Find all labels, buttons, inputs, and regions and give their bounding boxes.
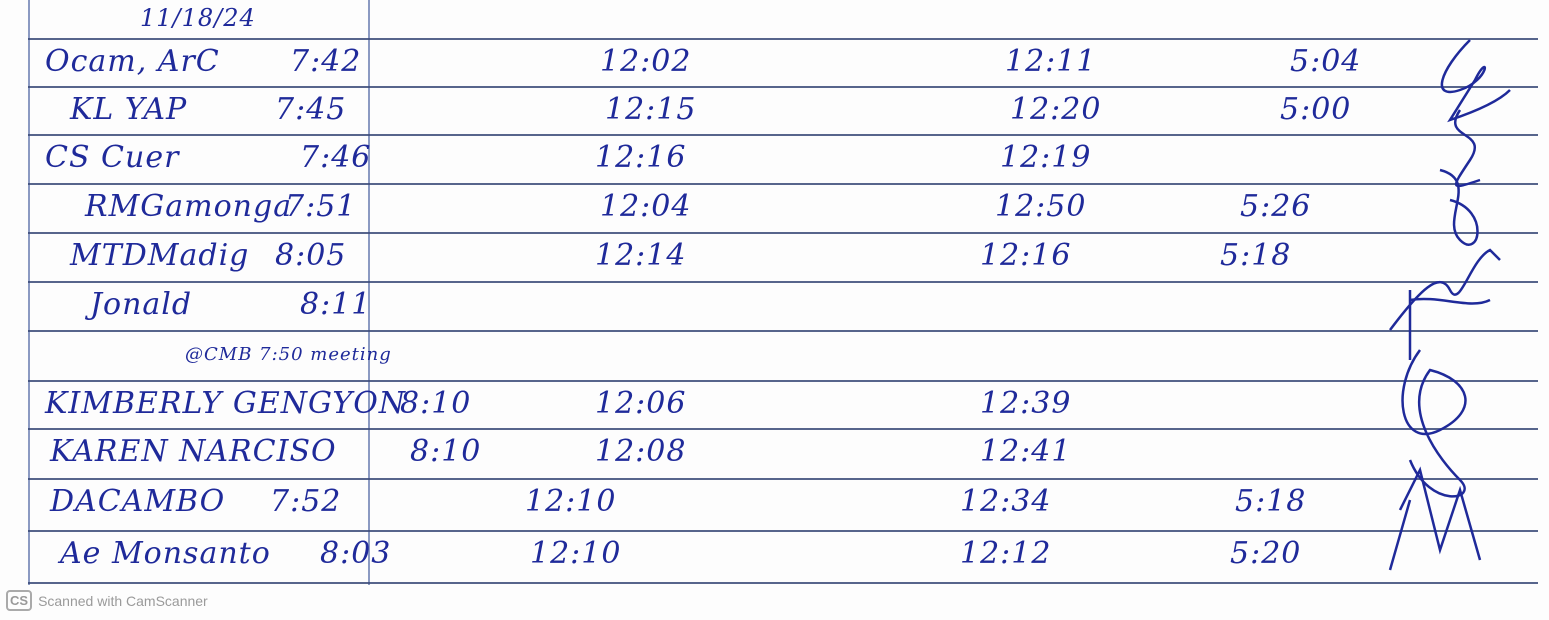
ruled-line — [28, 183, 1538, 185]
ruled-line — [28, 134, 1538, 136]
time-out: 5:18 — [1235, 484, 1307, 519]
lunch-out: 12:16 — [595, 140, 687, 175]
lunch-in: 12:41 — [980, 434, 1072, 469]
employee-name: @CMB 7:50 meeting — [185, 344, 392, 365]
employee-name: Ae Monsanto — [60, 536, 271, 571]
time-out: 5:18 — [1220, 238, 1292, 273]
lunch-in: 12:16 — [980, 238, 1072, 273]
lunch-out: 12:10 — [525, 484, 617, 519]
signature-mark — [1440, 39, 1511, 123]
ruled-line — [28, 330, 1538, 332]
ruled-line — [28, 232, 1538, 234]
signature-column — [1388, 39, 1511, 571]
time-in: 8:10 — [410, 434, 482, 469]
employee-name: CS Cuer — [45, 140, 180, 175]
lunch-in: 12:19 — [1000, 140, 1092, 175]
employee-name: Jonald — [90, 287, 193, 322]
employee-name: RMGamonga — [85, 189, 293, 224]
time-in: 7:52 — [270, 484, 342, 519]
lunch-out: 12:04 — [600, 189, 692, 224]
employee-name: DACAMBO — [50, 484, 226, 519]
employee-name: MTDMadig — [70, 238, 250, 273]
ruled-line — [28, 281, 1538, 283]
ruled-line — [28, 38, 1538, 40]
ruled-line — [28, 582, 1538, 584]
time-out: 5:26 — [1240, 189, 1312, 224]
lunch-in: 12:34 — [960, 484, 1052, 519]
ruled-line — [28, 86, 1538, 88]
lunch-out: 12:02 — [600, 44, 692, 79]
time-out: 5:00 — [1280, 92, 1352, 127]
time-out: 5:20 — [1230, 536, 1302, 571]
lunch-in: 12:50 — [995, 189, 1087, 224]
time-in: 8:05 — [275, 238, 347, 273]
signature-mark — [1389, 248, 1501, 331]
lunch-out: 12:06 — [595, 386, 687, 421]
camscanner-logo: CS — [6, 590, 33, 611]
signature-mark — [1388, 466, 1482, 571]
scanner-watermark: CS Scanned with CamScanner — [6, 590, 208, 611]
time-in: 7:46 — [300, 140, 372, 175]
time-out: 5:04 — [1290, 44, 1362, 79]
lunch-in: 12:12 — [960, 536, 1052, 571]
lunch-out: 12:08 — [595, 434, 687, 469]
time-in: 8:03 — [320, 536, 392, 571]
employee-name: Ocam, ArC — [45, 44, 220, 79]
ruled-line — [28, 530, 1538, 532]
column-divider — [368, 0, 370, 585]
signature-mark — [1401, 349, 1467, 498]
employee-name: KL YAP — [70, 92, 188, 127]
ruled-line — [28, 380, 1538, 382]
watermark-text: Scanned with CamScanner — [38, 592, 208, 609]
lunch-in: 12:39 — [980, 386, 1072, 421]
time-in: 8:10 — [400, 386, 472, 421]
ruled-line — [28, 478, 1538, 480]
time-in: 8:11 — [300, 287, 372, 322]
lunch-in: 12:20 — [1010, 92, 1102, 127]
employee-name: KIMBERLY GENGYON — [45, 386, 407, 421]
margin-line — [28, 0, 30, 585]
lunch-out: 12:10 — [530, 536, 622, 571]
signature-mark — [1408, 290, 1491, 360]
signature-mark — [1453, 109, 1481, 188]
lunch-out: 12:15 — [605, 92, 697, 127]
employee-name: KAREN NARCISO — [50, 434, 337, 469]
ruled-line — [28, 428, 1538, 430]
signature-mark — [1439, 168, 1479, 246]
lunch-in: 12:11 — [1005, 44, 1097, 79]
lunch-out: 12:14 — [595, 238, 687, 273]
log-date: 11/18/24 — [140, 4, 256, 32]
time-in: 7:42 — [290, 44, 362, 79]
time-in: 7:51 — [285, 189, 357, 224]
time-in: 7:45 — [275, 92, 347, 127]
